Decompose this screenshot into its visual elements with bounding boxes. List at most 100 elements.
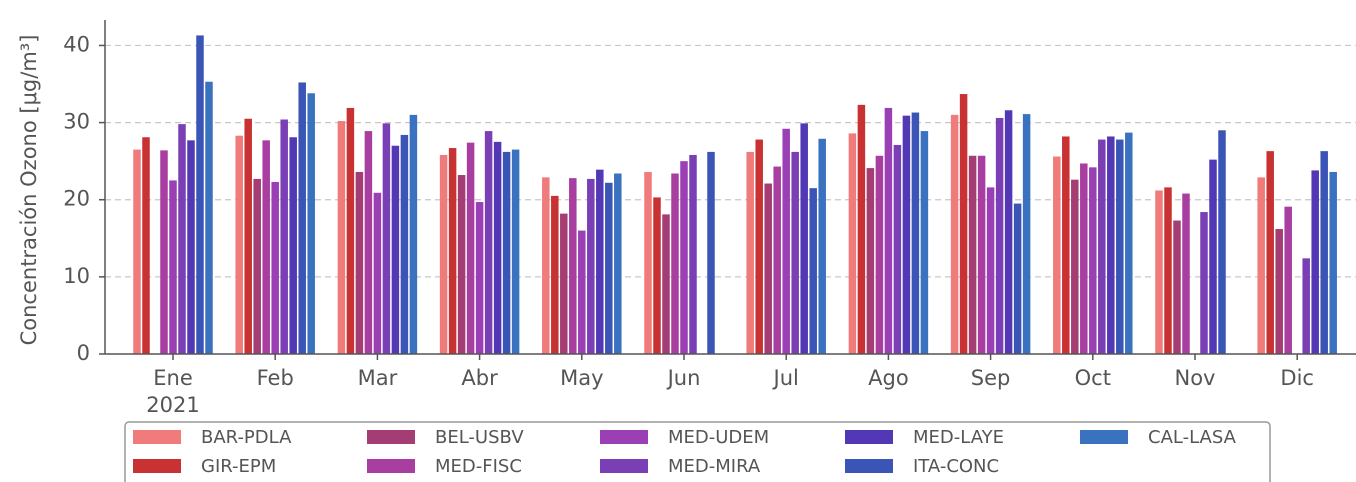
- y-tick-label: 30: [63, 110, 90, 134]
- x-tick-label: Ene: [153, 366, 193, 390]
- x-tick-label: Sep: [971, 366, 1011, 390]
- bar: [1022, 114, 1031, 354]
- x-tick-label: Jul: [772, 366, 799, 390]
- bar: [1155, 190, 1163, 354]
- bar: [800, 123, 808, 355]
- bar: [1062, 136, 1070, 354]
- legend-label: MED-FISC: [435, 456, 522, 477]
- legend-label: BAR-PDLA: [201, 427, 292, 448]
- bar: [1004, 110, 1013, 354]
- bar: [364, 131, 373, 354]
- bar: [1257, 177, 1265, 354]
- bar: [511, 149, 520, 354]
- bar: [848, 133, 857, 354]
- bar: [289, 137, 297, 354]
- bar: [160, 150, 168, 354]
- bar: [178, 124, 186, 355]
- bar: [346, 107, 355, 354]
- y-axis-label: Concentración Ozono [μg/m³]: [17, 35, 41, 346]
- legend-label: MED-UDEM: [668, 427, 769, 448]
- y-tick-label: 0: [77, 341, 90, 365]
- bar: [205, 81, 213, 354]
- bar: [1173, 220, 1181, 354]
- y-tick-label: 10: [63, 264, 90, 288]
- bar: [689, 154, 697, 354]
- bar: [1089, 167, 1097, 354]
- bar: [271, 181, 279, 354]
- bar: [1302, 258, 1310, 354]
- bar: [968, 155, 977, 354]
- bar: [746, 151, 754, 354]
- bar: [280, 119, 288, 355]
- bar: [1053, 156, 1061, 354]
- x-tick-label: Oct: [1075, 366, 1111, 390]
- bar: [1116, 139, 1124, 354]
- bar: [448, 148, 457, 354]
- bar: [950, 114, 959, 355]
- bar: [355, 171, 364, 354]
- bar: [653, 197, 661, 354]
- bar: [382, 123, 391, 355]
- bar: [1329, 171, 1337, 354]
- bar: [493, 141, 502, 354]
- legend-swatch: [845, 430, 893, 444]
- legend-swatch: [367, 430, 415, 444]
- bar: [911, 112, 920, 354]
- legend-label: ITA-CONC: [913, 456, 999, 477]
- bar: [1013, 203, 1022, 354]
- bar: [587, 178, 595, 354]
- bar: [866, 168, 875, 354]
- bar: [307, 93, 315, 354]
- bar: [466, 142, 475, 354]
- legend-label: CAL-LASA: [1148, 427, 1237, 448]
- bar: [884, 107, 893, 354]
- bar: [187, 140, 195, 354]
- bar: [1284, 206, 1292, 354]
- bar: [902, 115, 911, 355]
- x-year-label: 2021: [146, 393, 199, 417]
- bar: [475, 202, 484, 354]
- bar: [809, 188, 817, 354]
- bar: [262, 140, 270, 354]
- legend-swatch: [367, 459, 415, 473]
- bar: [707, 151, 715, 354]
- legend-label: MED-LAYE: [913, 427, 1004, 448]
- bar: [1182, 193, 1190, 354]
- bar: [857, 104, 866, 354]
- x-tick-label: Dic: [1280, 366, 1314, 390]
- bar: [578, 230, 586, 354]
- x-tick-label: Nov: [1175, 366, 1216, 390]
- bar: [1164, 187, 1172, 354]
- bar: [791, 151, 799, 354]
- bar: [671, 173, 679, 354]
- bar: [959, 94, 968, 354]
- bar: [1200, 212, 1208, 354]
- legend-swatch: [600, 430, 648, 444]
- bar: [596, 169, 604, 354]
- legend-swatch: [1080, 430, 1128, 444]
- bar: [484, 131, 493, 354]
- bar: [560, 213, 568, 354]
- y-tick-label: 20: [63, 187, 90, 211]
- bar: [605, 182, 613, 354]
- bar: [1275, 229, 1283, 354]
- bar: [142, 137, 150, 354]
- bar: [1209, 159, 1217, 354]
- bar: [1320, 151, 1328, 354]
- bar: [1311, 170, 1319, 354]
- bar: [1107, 136, 1115, 354]
- bar: [169, 180, 177, 354]
- x-tick-label: Feb: [257, 366, 294, 390]
- bar: [457, 175, 466, 354]
- legend-label: BEL-USBV: [435, 427, 524, 448]
- y-tick-label: 40: [63, 32, 90, 56]
- bar: [893, 144, 902, 354]
- bar: [782, 128, 790, 354]
- bar: [569, 178, 577, 354]
- x-tick-label: Jun: [666, 366, 701, 390]
- bar: [1125, 132, 1133, 354]
- bar: [977, 155, 986, 354]
- bar: [764, 183, 772, 354]
- bar: [680, 161, 688, 354]
